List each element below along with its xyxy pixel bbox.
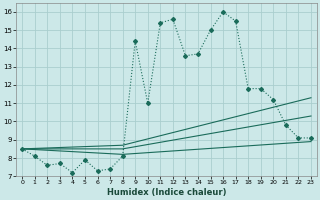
X-axis label: Humidex (Indice chaleur): Humidex (Indice chaleur) bbox=[107, 188, 226, 197]
